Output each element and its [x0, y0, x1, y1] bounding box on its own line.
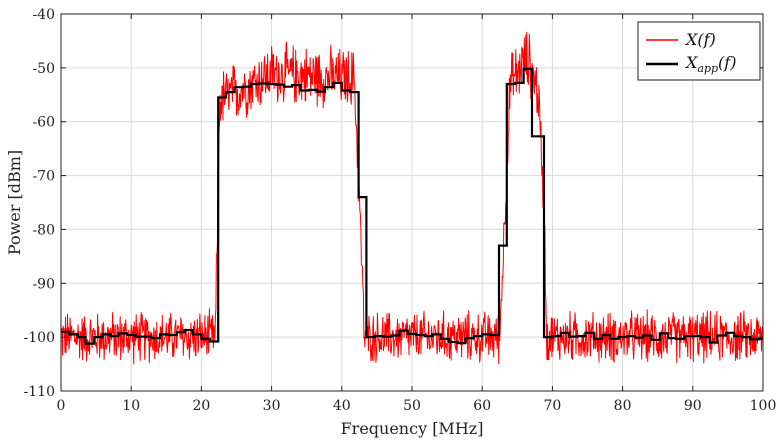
y-tick-label: -50 [32, 61, 55, 77]
axis-ticks: 0 10 20 30 40 50 60 70 80 90 100 -40 -50 -60 -70 -80 -90… [24, 7, 777, 414]
y-tick-label: -40 [32, 7, 55, 23]
x-tick-label: 80 [614, 398, 632, 414]
x-tick-label: 0 [57, 398, 66, 414]
series-line-x-app-f [61, 67, 763, 345]
x-tick-label: 90 [684, 398, 702, 414]
y-tick-label: -80 [32, 222, 55, 238]
series-line-x-f [60, 31, 764, 365]
x-tick-label: 60 [473, 398, 491, 414]
y-tick-label: -60 [32, 115, 55, 131]
y-tick-label: -90 [32, 276, 55, 292]
y-tick-label: -110 [24, 384, 55, 400]
legend-label-x-f: X(f) [684, 30, 716, 49]
x-tick-label: 70 [543, 398, 561, 414]
series-x-f [60, 31, 764, 365]
legend-box [637, 21, 761, 81]
x-tick-label: 20 [192, 398, 210, 414]
x-tick-label: 50 [403, 398, 421, 414]
x-tick-label: 40 [333, 398, 351, 414]
series-x-app-f [61, 67, 763, 345]
x-tick-label: 30 [263, 398, 281, 414]
y-axis-label: Power [dBm] [5, 150, 24, 255]
legend: X(f) Xapp(f) [637, 21, 761, 81]
legend-label-x-app-f: Xapp(f) [684, 53, 736, 75]
x-axis-label: Frequency [MHz] [341, 419, 484, 438]
x-tick-label: 10 [122, 398, 140, 414]
y-tick-label: -70 [32, 169, 55, 185]
y-tick-label: -100 [24, 330, 55, 346]
x-tick-label: 100 [750, 398, 777, 414]
